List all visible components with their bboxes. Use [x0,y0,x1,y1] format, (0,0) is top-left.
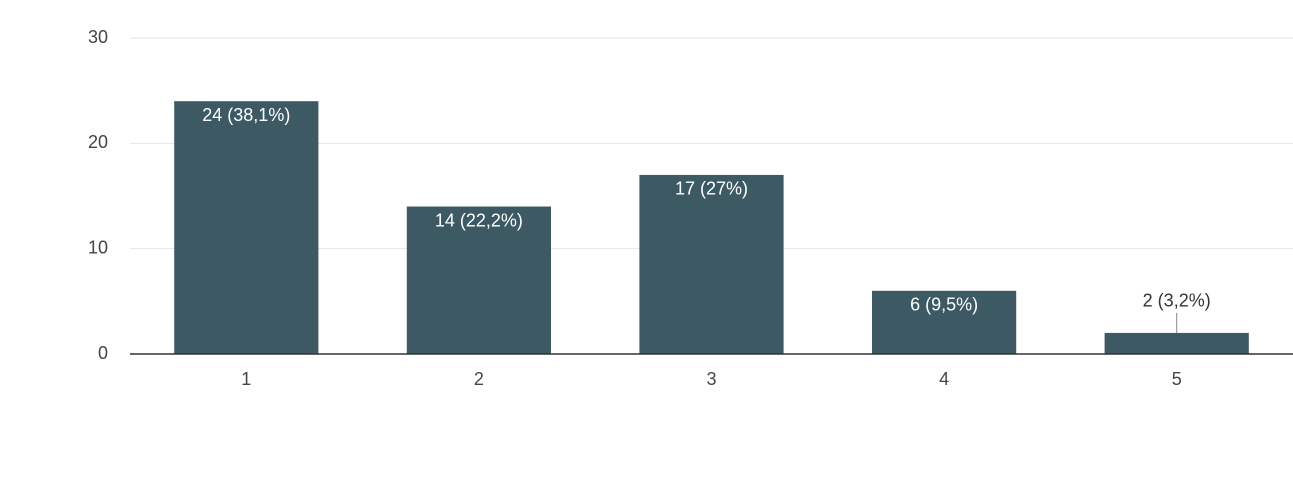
data-label: 2 (3,2%) [1143,291,1211,311]
y-tick-label: 20 [88,132,108,152]
bar [174,101,319,354]
y-tick-label: 30 [88,27,108,47]
x-tick-label: 2 [474,369,484,389]
x-tick-label: 4 [939,369,949,389]
y-tick-label: 10 [88,237,108,257]
data-label: 6 (9,5%) [910,295,978,315]
data-label: 24 (38,1%) [202,105,290,125]
bar [1104,332,1249,354]
bar [406,206,552,354]
data-label: 17 (27%) [675,179,748,199]
x-tick-label: 3 [706,369,716,389]
data-label: 14 (22,2%) [435,210,523,230]
bar [639,174,784,354]
x-tick-label: 1 [241,369,251,389]
bar [871,290,1017,354]
y-tick-label: 0 [98,343,108,363]
x-tick-label: 5 [1172,369,1182,389]
